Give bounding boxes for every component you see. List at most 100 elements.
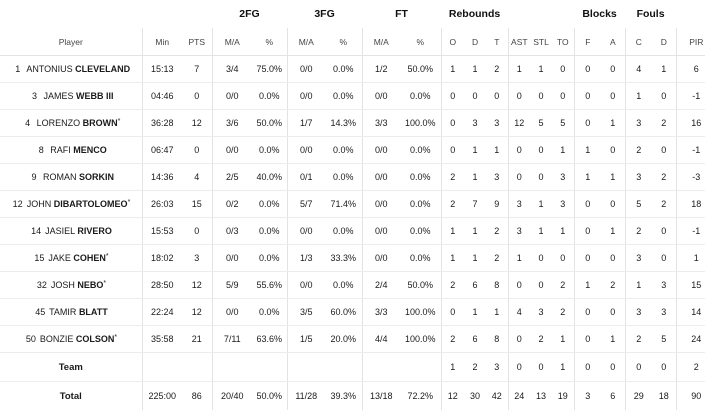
- column-header-ft-ma[interactable]: M/A: [361, 28, 401, 56]
- column-header-pir[interactable]: PIR: [675, 28, 705, 56]
- player-blk-f: 0: [573, 55, 602, 83]
- player-ft-pct: 0.0%: [400, 163, 442, 191]
- player-last-name[interactable]: COLSON: [75, 334, 115, 344]
- column-header-3fg-ma[interactable]: M/A: [286, 28, 326, 56]
- player-2fg-pct: 75.0%: [252, 55, 288, 83]
- player-ft-ma: 3/3: [361, 298, 401, 326]
- column-header-reb-o[interactable]: O: [440, 28, 465, 56]
- player-fouls-c: 3: [624, 298, 653, 326]
- player-last-name[interactable]: CLEVELAND: [75, 64, 131, 74]
- player-first-name[interactable]: LORENZO: [36, 118, 81, 128]
- group-spacer: [142, 0, 182, 28]
- player-blk-a: 0: [601, 298, 626, 326]
- column-header-stl[interactable]: STL: [530, 28, 553, 56]
- player-pir: 18: [675, 190, 705, 218]
- total-pir: 90: [675, 381, 705, 410]
- player-first-name[interactable]: BONZIE: [39, 334, 74, 344]
- starter-mark: *: [103, 280, 107, 287]
- player-last-name[interactable]: WEBB III: [76, 91, 114, 101]
- player-last-name[interactable]: BLATT: [78, 307, 108, 317]
- column-header-2fg-ma[interactable]: M/A: [211, 28, 252, 56]
- player-last-name[interactable]: DIBARTOLOMEO: [53, 199, 128, 209]
- player-last-name[interactable]: SORKIN: [79, 172, 115, 182]
- player-reb-d: 1: [464, 244, 487, 272]
- player-first-name[interactable]: ROMAN: [42, 172, 77, 182]
- column-header-player[interactable]: Player: [0, 28, 142, 56]
- player-blk-f: 0: [573, 109, 602, 137]
- total-2fg-pct: 50.0%: [256, 391, 283, 401]
- player-row: 32 JOSH NEBO* 28:50 12 5/9 55.6% 0/0 0.0…: [0, 271, 705, 299]
- player-ft-pct: 0.0%: [400, 82, 442, 110]
- player-fouls-c: 2: [624, 136, 653, 164]
- total-2fg-ma: 20/40: [211, 381, 252, 410]
- player-row: 8 RAFI MENCO 06:47 0 0/0 0.0% 0/0 0.0% 0…: [0, 136, 705, 164]
- player-last-name[interactable]: NEBO: [77, 280, 104, 290]
- player-fouls-d: 2: [652, 163, 677, 191]
- player-reb-t: 0: [486, 82, 509, 110]
- player-ast: 0: [507, 325, 531, 353]
- player-ast: 3: [507, 190, 531, 218]
- column-header-2fg-pct[interactable]: %: [252, 28, 288, 56]
- player-ft-pct: 0.0%: [400, 190, 442, 218]
- player-first-name[interactable]: JAMES: [43, 91, 74, 101]
- player-ft-pct: 100.0%: [400, 109, 442, 137]
- player-first-name[interactable]: RAFI: [50, 145, 71, 155]
- team-min: [141, 352, 182, 382]
- player-fouls-d: 3: [652, 271, 677, 299]
- player-reb-t: 8: [486, 271, 509, 299]
- group-blocks: Blocks: [582, 8, 617, 20]
- player-cell: 45 TAMIR BLATT: [0, 298, 142, 326]
- player-2fg-pct: 0.0%: [252, 136, 288, 164]
- player-pir: -1: [675, 82, 705, 110]
- player-cell: 9 ROMAN SORKIN: [0, 163, 142, 191]
- player-number: 1: [15, 64, 21, 74]
- column-header-3fg-pct[interactable]: %: [325, 28, 363, 56]
- player-first-name[interactable]: JAKE: [48, 253, 71, 263]
- player-last-name[interactable]: MENCO: [73, 145, 107, 155]
- column-header-blk-f[interactable]: F: [573, 28, 602, 56]
- team-2fg-pct: [252, 352, 288, 382]
- column-header-ft-pct[interactable]: %: [400, 28, 442, 56]
- column-header-to[interactable]: TO: [552, 28, 575, 56]
- player-first-name[interactable]: JOHN: [26, 199, 52, 209]
- player-3fg-pct: 0.0%: [325, 136, 363, 164]
- player-row: 1 ANTONIUS CLEVELAND 15:13 7 3/4 75.0% 0…: [0, 55, 705, 83]
- column-header-min[interactable]: Min: [141, 28, 182, 56]
- player-ast: 1: [507, 244, 531, 272]
- player-2fg-pct: 0.0%: [252, 82, 288, 110]
- column-header-ast[interactable]: AST: [507, 28, 531, 56]
- player-3fg-ma: 0/0: [286, 55, 326, 83]
- total-blk-f: 3: [573, 381, 602, 410]
- player-last-name[interactable]: BROWN: [82, 118, 118, 128]
- player-pts: 12: [182, 271, 212, 299]
- player-last-name[interactable]: COHEN: [73, 253, 106, 263]
- player-row: 15 JAKE COHEN* 18:02 3 0/0 0.0% 1/3 33.3…: [0, 244, 705, 272]
- column-header-reb-t[interactable]: T: [486, 28, 509, 56]
- player-reb-d: 1: [464, 298, 487, 326]
- player-blk-a: 2: [601, 271, 626, 299]
- column-header-pts[interactable]: PTS: [182, 28, 212, 56]
- column-header-reb-d[interactable]: D: [464, 28, 487, 56]
- player-to: 0: [552, 55, 575, 83]
- player-ast: 0: [507, 271, 531, 299]
- column-header-fouls-d[interactable]: D: [652, 28, 677, 56]
- player-3fg-ma: 1/5: [286, 325, 326, 353]
- starter-mark: *: [117, 118, 121, 125]
- player-reb-o: 2: [440, 325, 465, 353]
- player-blk-f: 0: [573, 190, 602, 218]
- player-first-name[interactable]: ANTONIUS: [26, 64, 73, 74]
- player-ast: 3: [507, 217, 531, 245]
- player-pts: 4: [182, 163, 212, 191]
- player-to: 0: [552, 244, 575, 272]
- player-first-name[interactable]: JASIEL: [45, 226, 75, 236]
- player-last-name[interactable]: RIVERO: [77, 226, 112, 236]
- column-header-blk-a[interactable]: A: [601, 28, 626, 56]
- player-first-name[interactable]: TAMIR: [49, 307, 77, 317]
- column-header-fouls-c[interactable]: C: [624, 28, 653, 56]
- column-header-row: Player Min PTS M/A % M/A % M/A % O D T A…: [0, 28, 705, 56]
- player-reb-d: 1: [464, 55, 487, 83]
- player-3fg-ma: 0/0: [286, 82, 326, 110]
- team-ast: 0: [507, 352, 531, 382]
- player-first-name[interactable]: JOSH: [50, 280, 75, 290]
- player-pir: -3: [675, 163, 705, 191]
